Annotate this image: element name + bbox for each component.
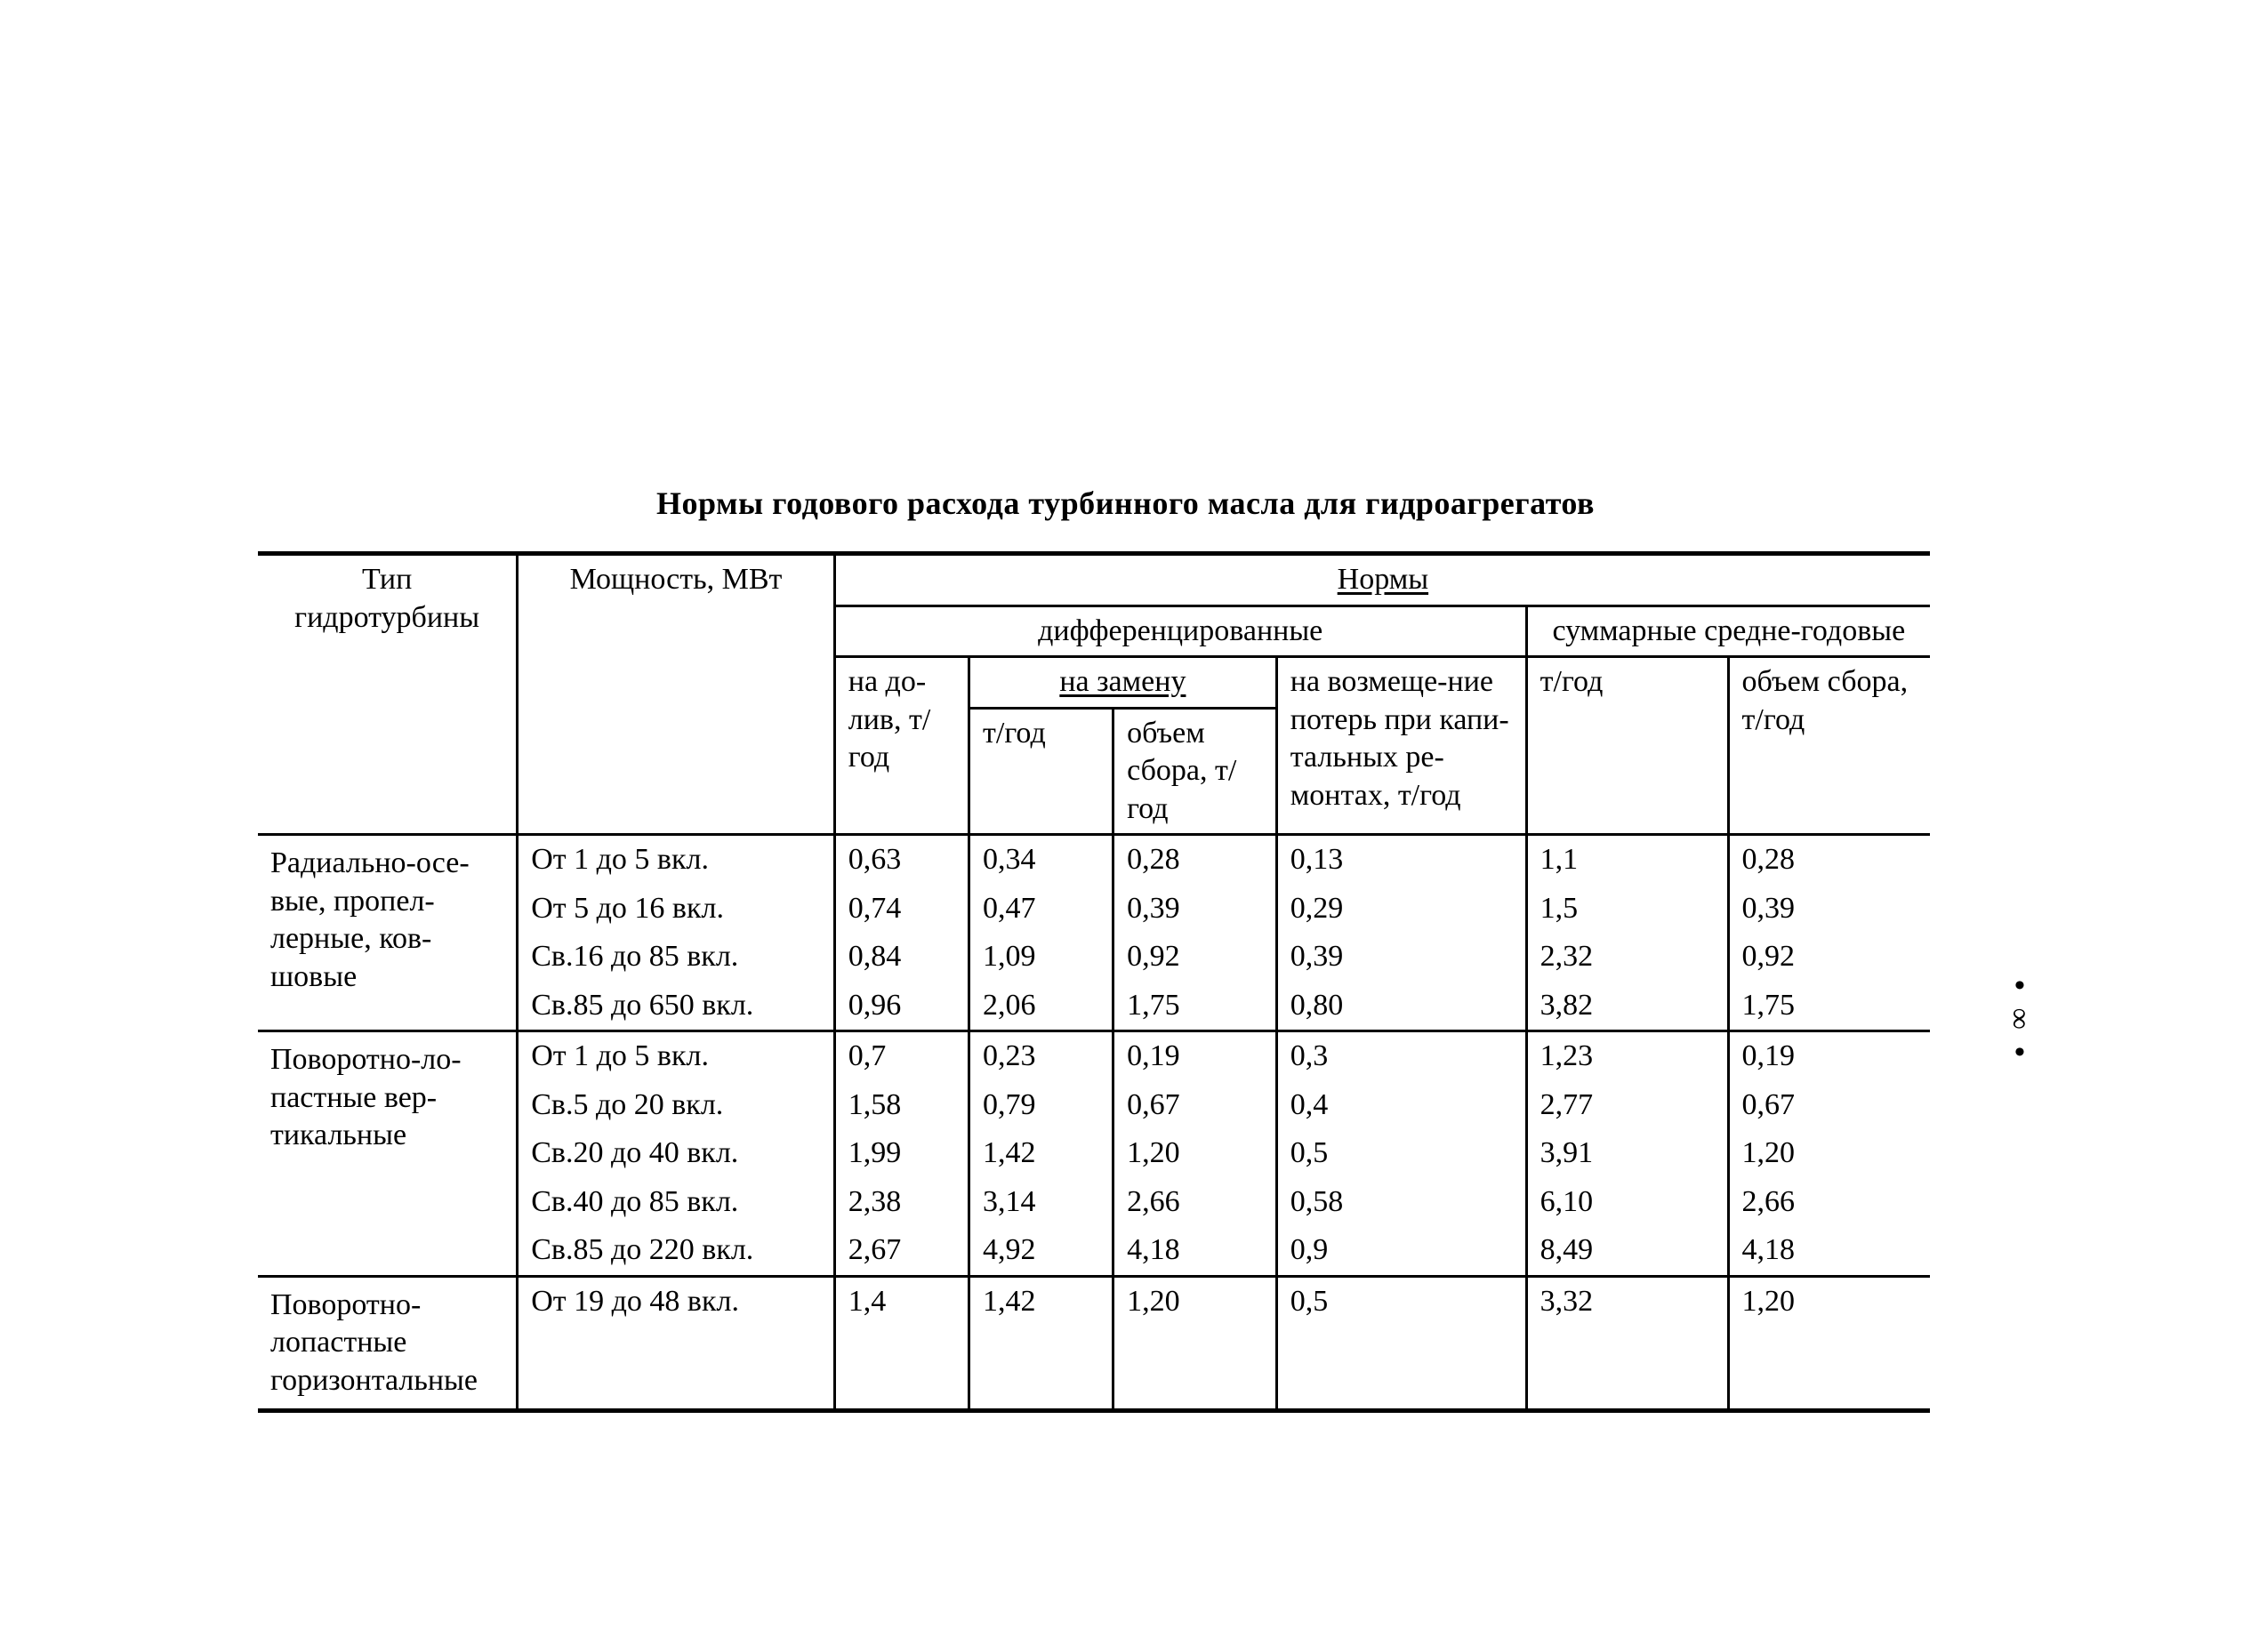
doliv-cell: 1,99	[834, 1129, 969, 1178]
zamena-sbor-cell: 4,18	[1113, 1226, 1277, 1276]
zamena-tgod-cell: 1,42	[969, 1129, 1113, 1178]
doliv-cell: 0,74	[834, 885, 969, 934]
hdr-sum-sbor: объем сбора, т/год	[1728, 657, 1930, 835]
sum-tgod-cell: 6,10	[1526, 1178, 1728, 1227]
sum-sbor-cell: 0,28	[1728, 835, 1930, 885]
doliv-cell: 2,38	[834, 1178, 969, 1227]
doliv-cell: 0,7	[834, 1031, 969, 1081]
zamena-tgod-cell: 2,06	[969, 982, 1113, 1031]
sum-sbor-cell: 0,19	[1728, 1031, 1930, 1081]
sum-tgod-cell: 3,82	[1526, 982, 1728, 1031]
sum-sbor-cell: 0,92	[1728, 933, 1930, 982]
comp-cell: 0,5	[1276, 1129, 1526, 1178]
comp-cell: 0,3	[1276, 1031, 1526, 1081]
sum-tgod-cell: 1,23	[1526, 1031, 1728, 1081]
type-cell: Радиально-осе-вые, пропел-лерные, ков-шо…	[258, 835, 518, 1031]
power-cell: От 19 до 48 вкл.	[518, 1276, 835, 1411]
power-cell: Св.85 до 220 вкл.	[518, 1226, 835, 1276]
power-cell: Св.16 до 85 вкл.	[518, 933, 835, 982]
sum-sbor-cell: 2,66	[1728, 1178, 1930, 1227]
norms-table: Тип гидротурбины Мощность, МВт Нормы диф…	[258, 551, 1930, 1413]
hdr-sum-tgod: т/год	[1526, 657, 1728, 835]
doliv-cell: 0,63	[834, 835, 969, 885]
zamena-tgod-cell: 3,14	[969, 1178, 1113, 1227]
zamena-tgod-cell: 1,09	[969, 933, 1113, 982]
comp-cell: 0,9	[1276, 1226, 1526, 1276]
power-cell: Св.20 до 40 вкл.	[518, 1129, 835, 1178]
page-title: Нормы годового расхода турбинного масла …	[0, 485, 2251, 522]
type-cell: Поворотно-лопастные горизонтальные	[258, 1276, 518, 1411]
power-cell: Св.5 до 20 вкл.	[518, 1081, 835, 1130]
doliv-cell: 0,96	[834, 982, 969, 1031]
sum-tgod-cell: 1,5	[1526, 885, 1728, 934]
hdr-z-sbor: объем сбора, т/год	[1113, 708, 1277, 835]
type-cell: Поворотно-ло-пастные вер-тикальные	[258, 1031, 518, 1277]
norms-table-container: Тип гидротурбины Мощность, МВт Нормы диф…	[258, 551, 1930, 1413]
zamena-sbor-cell: 1,20	[1113, 1129, 1277, 1178]
power-cell: Св.40 до 85 вкл.	[518, 1178, 835, 1227]
power-cell: От 1 до 5 вкл.	[518, 1031, 835, 1081]
sum-sbor-cell: 0,39	[1728, 885, 1930, 934]
zamena-tgod-cell: 0,79	[969, 1081, 1113, 1130]
sum-sbor-cell: 4,18	[1728, 1226, 1930, 1276]
hdr-power: Мощность, МВт	[518, 554, 835, 835]
zamena-tgod-cell: 0,47	[969, 885, 1113, 934]
hdr-doliv: на до-лив, т/год	[834, 657, 969, 835]
hdr-diff: дифференцированные	[834, 605, 1526, 657]
zamena-tgod-cell: 0,34	[969, 835, 1113, 885]
page-number-marker: • ∞ •	[1993, 969, 2046, 1069]
power-cell: От 5 до 16 вкл.	[518, 885, 835, 934]
zamena-tgod-cell: 4,92	[969, 1226, 1113, 1276]
zamena-sbor-cell: 0,67	[1113, 1081, 1277, 1130]
comp-cell: 0,80	[1276, 982, 1526, 1031]
hdr-sum: суммарные средне-годовые	[1526, 605, 1930, 657]
zamena-sbor-cell: 1,75	[1113, 982, 1277, 1031]
sum-tgod-cell: 3,91	[1526, 1129, 1728, 1178]
zamena-tgod-cell: 0,23	[969, 1031, 1113, 1081]
sum-tgod-cell: 8,49	[1526, 1226, 1728, 1276]
sum-sbor-cell: 1,75	[1728, 982, 1930, 1031]
hdr-z-tgod: т/год	[969, 708, 1113, 835]
doliv-cell: 0,84	[834, 933, 969, 982]
comp-cell: 0,29	[1276, 885, 1526, 934]
doliv-cell: 1,4	[834, 1276, 969, 1411]
zamena-sbor-cell: 1,20	[1113, 1276, 1277, 1411]
hdr-comp: на возмеще-ние потерь при капи-тальных р…	[1276, 657, 1526, 835]
zamena-sbor-cell: 0,92	[1113, 933, 1277, 982]
hdr-type: Тип гидротурбины	[258, 554, 518, 835]
hdr-zamenu: на замену	[969, 657, 1277, 709]
sum-tgod-cell: 1,1	[1526, 835, 1728, 885]
zamena-sbor-cell: 2,66	[1113, 1178, 1277, 1227]
power-cell: От 1 до 5 вкл.	[518, 835, 835, 885]
comp-cell: 0,4	[1276, 1081, 1526, 1130]
zamena-sbor-cell: 0,19	[1113, 1031, 1277, 1081]
comp-cell: 0,58	[1276, 1178, 1526, 1227]
comp-cell: 0,39	[1276, 933, 1526, 982]
sum-sbor-cell: 1,20	[1728, 1129, 1930, 1178]
comp-cell: 0,13	[1276, 835, 1526, 885]
doliv-cell: 2,67	[834, 1226, 969, 1276]
sum-tgod-cell: 2,77	[1526, 1081, 1728, 1130]
sum-tgod-cell: 2,32	[1526, 933, 1728, 982]
hdr-norms: Нормы	[834, 554, 1930, 606]
zamena-sbor-cell: 0,28	[1113, 835, 1277, 885]
zamena-sbor-cell: 0,39	[1113, 885, 1277, 934]
comp-cell: 0,5	[1276, 1276, 1526, 1411]
doliv-cell: 1,58	[834, 1081, 969, 1130]
power-cell: Св.85 до 650 вкл.	[518, 982, 835, 1031]
sum-sbor-cell: 1,20	[1728, 1276, 1930, 1411]
sum-tgod-cell: 3,32	[1526, 1276, 1728, 1411]
sum-sbor-cell: 0,67	[1728, 1081, 1930, 1130]
zamena-tgod-cell: 1,42	[969, 1276, 1113, 1411]
page-marker-number: ∞	[2003, 992, 2036, 1046]
